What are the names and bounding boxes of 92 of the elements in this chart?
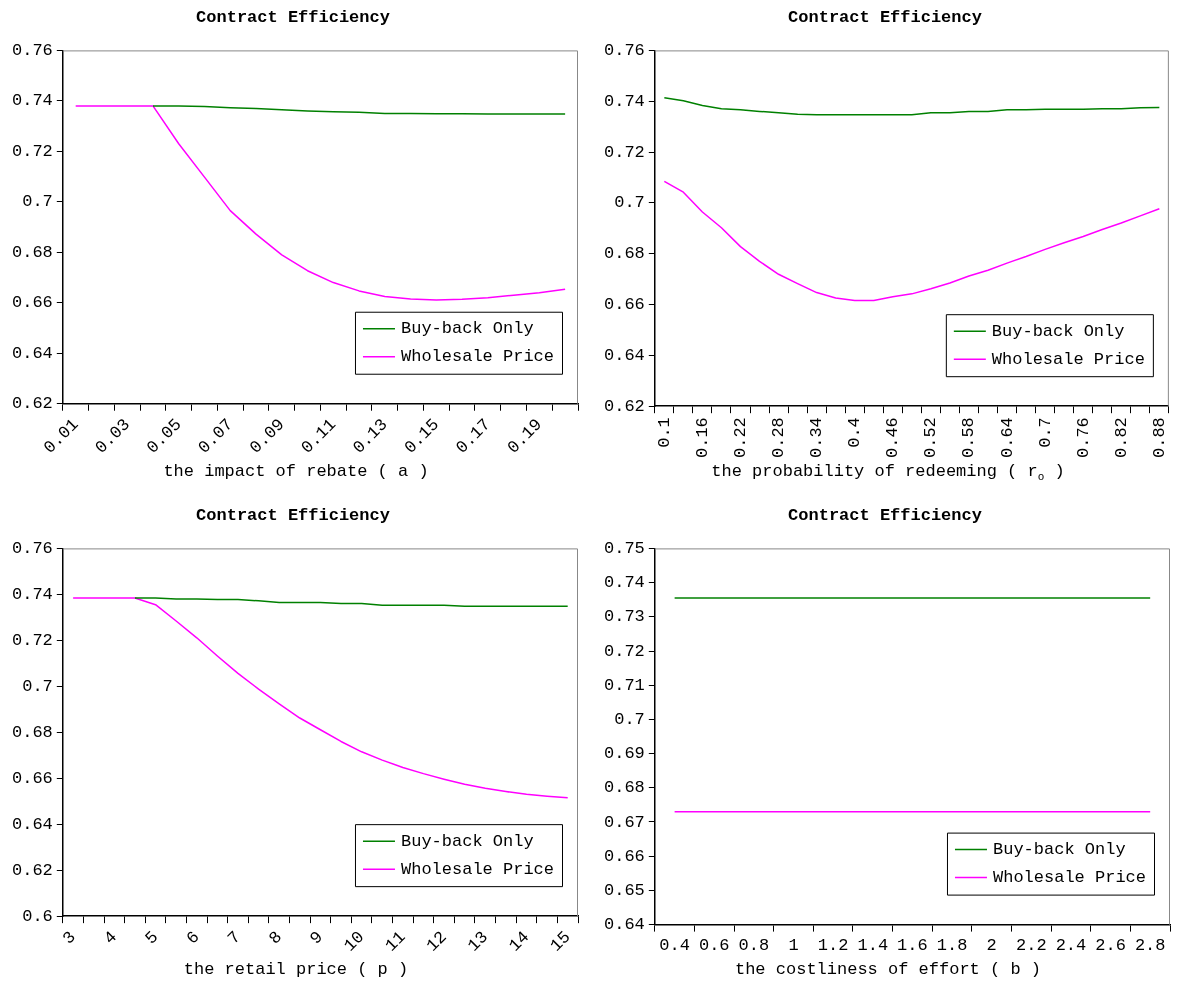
- chart-title: Contract Efficiency: [788, 506, 982, 526]
- x-tick-label: 2.2: [1015, 936, 1047, 956]
- y-tick-label: 0.71: [603, 675, 645, 695]
- x-tick-label: 2.6: [1095, 936, 1126, 956]
- y-tick-label: 0.76: [603, 40, 645, 60]
- y-tick-label: 0.75: [603, 538, 645, 558]
- x-tick-label: 9: [306, 927, 328, 949]
- y-tick-label: 0.76: [11, 40, 53, 60]
- y-tick-label: 0.68: [603, 244, 645, 264]
- y-tick-label: 0.66: [11, 768, 53, 788]
- legend-label: Buy-back Only: [991, 321, 1125, 341]
- y-tick-label: 0.74: [603, 573, 645, 593]
- y-tick-label: 0.62: [603, 396, 645, 416]
- x-axis-title: the costliness of effort ( b ): [733, 960, 1043, 979]
- y-tick-label: 0.64: [11, 343, 53, 363]
- x-tick-label: 0.52: [921, 417, 941, 459]
- x-tick-label: 4: [100, 927, 122, 949]
- y-tick-label: 0.65: [603, 880, 645, 900]
- legend-label: Wholesale Price: [991, 349, 1145, 369]
- legend-label: Wholesale Price: [400, 859, 555, 879]
- legend-label: Buy-back Only: [992, 840, 1126, 860]
- x-tick-label: 6: [182, 927, 204, 949]
- x-tick-label: 14: [505, 927, 534, 956]
- y-tick-label: 0.66: [11, 293, 53, 313]
- y-tick-label: 0.67: [603, 812, 645, 832]
- y-tick-label: 0.73: [603, 607, 645, 627]
- y-tick-label: 0.6: [22, 906, 53, 926]
- legend-label: Buy-back Only: [400, 831, 534, 851]
- x-tick-label: 15: [546, 927, 575, 956]
- x-tick-label: 2.4: [1055, 936, 1087, 956]
- x-axis-title: the retail price ( p ): [182, 960, 410, 979]
- x-tick-label: 0.58: [959, 417, 979, 459]
- x-tick-label: 0.8: [738, 936, 770, 956]
- chart-title: Contract Efficiency: [788, 8, 982, 28]
- y-tick-label: 0.69: [603, 744, 645, 764]
- x-tick-label: 0.7: [1035, 417, 1055, 448]
- y-tick-label: 0.66: [603, 846, 645, 866]
- x-tick-label: 0.4: [659, 936, 690, 956]
- x-tick-label: 0.22: [730, 417, 750, 459]
- y-tick-label: 0.72: [11, 630, 53, 650]
- y-tick-label: 0.7: [614, 193, 645, 213]
- legend-label: Buy-back Only: [400, 319, 534, 339]
- x-tick-label: 8: [265, 927, 286, 949]
- y-tick-label: 0.7: [22, 192, 53, 212]
- x-tick-label: 1.2: [817, 936, 849, 956]
- x-tick-label: 5: [141, 927, 163, 949]
- y-tick-label: 0.7: [22, 676, 53, 696]
- x-tick-label: 2: [986, 936, 997, 956]
- x-tick-label: 0.28: [769, 417, 789, 459]
- x-tick-label: 11: [381, 927, 410, 956]
- chart-title: Contract Efficiency: [196, 8, 390, 28]
- x-axis-title: the probability of redeeming ( r$_{o}$ ): [710, 462, 1066, 484]
- x-tick-label: 1.6: [897, 936, 928, 956]
- y-tick-label: 0.74: [11, 91, 53, 111]
- x-tick-label: 0.82: [1111, 417, 1131, 459]
- x-tick-label: 7: [224, 927, 245, 949]
- legend-label: Wholesale Price: [992, 868, 1147, 888]
- y-tick-label: 0.62: [11, 394, 53, 414]
- x-tick-label: 12: [422, 927, 451, 956]
- x-tick-label: 13: [464, 927, 492, 956]
- y-tick-label: 0.72: [603, 142, 645, 162]
- x-tick-label: 2.8: [1134, 936, 1166, 956]
- x-tick-label: 1.4: [857, 936, 889, 956]
- chart-title: Contract Efficiency: [196, 506, 390, 526]
- y-tick-label: 0.64: [11, 814, 53, 834]
- y-tick-label: 0.74: [603, 91, 645, 111]
- y-tick-label: 0.74: [11, 584, 53, 604]
- x-tick-label: 1: [788, 936, 799, 956]
- y-tick-label: 0.76: [11, 538, 53, 558]
- y-tick-label: 0.64: [603, 345, 645, 365]
- y-tick-label: 0.68: [603, 778, 645, 798]
- y-tick-label: 0.66: [603, 295, 645, 315]
- y-tick-label: 0.68: [11, 722, 53, 742]
- x-tick-label: 0.4: [845, 417, 865, 448]
- y-tick-label: 0.62: [11, 860, 53, 880]
- y-tick-label: 0.72: [11, 141, 53, 161]
- x-tick-label: 3: [59, 927, 80, 949]
- x-tick-label: 0.88: [1149, 417, 1169, 459]
- x-tick-label: 1.8: [936, 936, 968, 956]
- x-tick-label: 0.64: [997, 417, 1017, 459]
- x-tick-label: 0.46: [883, 417, 903, 459]
- legend-label: Wholesale Price: [400, 347, 555, 367]
- x-tick-label: 0.34: [807, 417, 827, 459]
- x-tick-label: 10: [340, 927, 369, 956]
- x-tick-label: 0.1: [654, 417, 674, 448]
- y-tick-label: 0.68: [11, 242, 53, 262]
- y-tick-label: 0.72: [603, 641, 645, 661]
- x-axis-title: the impact of rebate ( a ): [162, 462, 430, 481]
- x-tick-label: 0.16: [692, 417, 712, 459]
- x-tick-label: 0.6: [698, 936, 730, 956]
- x-tick-label: 0.76: [1073, 417, 1093, 459]
- y-tick-label: 0.7: [614, 709, 645, 729]
